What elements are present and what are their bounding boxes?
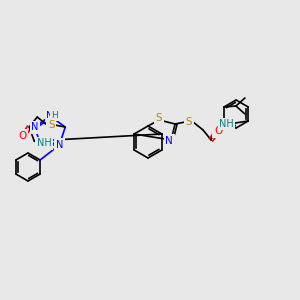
Text: N: N bbox=[165, 136, 173, 146]
Text: N: N bbox=[56, 140, 63, 150]
Text: NH: NH bbox=[37, 138, 52, 148]
Text: S: S bbox=[186, 117, 192, 127]
Text: S: S bbox=[48, 120, 55, 130]
Text: N: N bbox=[37, 140, 44, 150]
Text: O: O bbox=[214, 126, 222, 136]
Text: S: S bbox=[156, 113, 162, 123]
Text: N: N bbox=[46, 111, 54, 121]
Text: N: N bbox=[31, 122, 38, 132]
Text: O: O bbox=[18, 131, 26, 141]
Text: NH: NH bbox=[219, 119, 234, 129]
Text: H: H bbox=[52, 110, 58, 119]
